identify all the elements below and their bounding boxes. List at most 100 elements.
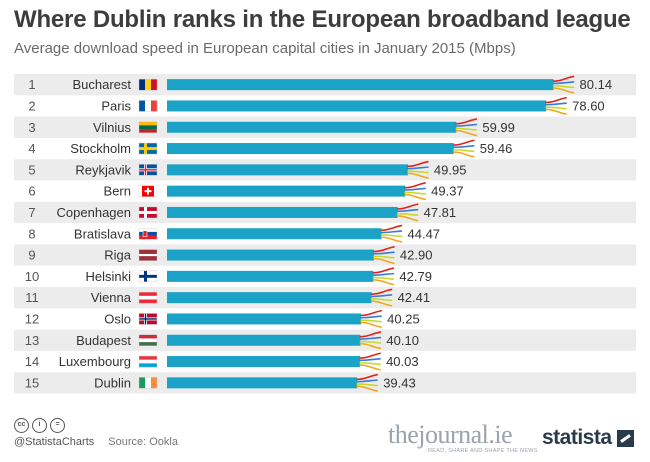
rank-label: 9 bbox=[28, 248, 35, 263]
bar bbox=[167, 270, 374, 282]
category-label: Vilnius bbox=[93, 120, 132, 135]
cable-wire bbox=[370, 298, 393, 302]
bar bbox=[167, 143, 454, 155]
rank-label: 1 bbox=[28, 77, 35, 92]
cable-wire bbox=[396, 203, 419, 210]
statista-handle: @StatistaCharts bbox=[14, 436, 95, 448]
cable-wire bbox=[359, 361, 381, 366]
cable-wire bbox=[373, 255, 395, 259]
cable-wire bbox=[380, 236, 403, 243]
cable-wire bbox=[453, 151, 475, 158]
footer-credits: cc i = @StatistaCharts Source: Ookla bbox=[14, 418, 178, 448]
bar bbox=[167, 121, 457, 133]
cable-wire bbox=[360, 321, 382, 328]
value-label: 39.43 bbox=[383, 375, 416, 390]
rank-label: 11 bbox=[25, 290, 39, 305]
rank-label: 8 bbox=[28, 226, 35, 241]
bar bbox=[167, 334, 361, 346]
value-label: 42.90 bbox=[400, 248, 433, 263]
cable-wire bbox=[370, 300, 393, 307]
cable-wire bbox=[407, 160, 429, 168]
cable-wire bbox=[360, 319, 382, 323]
cable-wire bbox=[407, 166, 429, 170]
cable-wire bbox=[360, 309, 382, 317]
statista-logo: statista bbox=[542, 426, 634, 450]
value-label: 59.99 bbox=[482, 120, 515, 135]
category-label: Oslo bbox=[104, 311, 131, 326]
cable-wire bbox=[545, 102, 567, 106]
flag-icon-14 bbox=[138, 377, 158, 389]
category-label: Dublin bbox=[94, 375, 131, 390]
cable-wire bbox=[404, 193, 426, 201]
cable-wire bbox=[545, 108, 567, 115]
category-label: Stockholm bbox=[70, 141, 131, 156]
category-label: Bern bbox=[104, 184, 131, 199]
cable-wire bbox=[370, 294, 393, 298]
cable-wire bbox=[407, 170, 429, 174]
cable-wire bbox=[545, 106, 567, 110]
category-label: Copenhagen bbox=[57, 205, 131, 220]
category-label: Paris bbox=[101, 98, 131, 113]
category-label: Reykjavik bbox=[75, 162, 131, 177]
category-label: Budapest bbox=[76, 333, 131, 348]
attribution-icon: i bbox=[32, 418, 47, 433]
cable-wire bbox=[373, 251, 395, 255]
flag-icon-10 bbox=[138, 291, 158, 304]
bar bbox=[167, 313, 362, 325]
flag-icon-3 bbox=[138, 142, 158, 155]
flag-icon-11 bbox=[138, 313, 158, 325]
flag-icon-8 bbox=[138, 249, 158, 261]
category-label: Luxembourg bbox=[59, 354, 131, 369]
rank-label: 6 bbox=[28, 184, 35, 199]
rank-label: 2 bbox=[28, 98, 35, 113]
cable-wire bbox=[360, 315, 382, 319]
cable-wire bbox=[356, 373, 378, 381]
value-label: 59.46 bbox=[480, 141, 513, 156]
cable-wire bbox=[359, 342, 382, 350]
cable-wire bbox=[552, 87, 575, 94]
cable-wire bbox=[356, 379, 378, 383]
flag-icon-7 bbox=[138, 228, 158, 240]
rank-label: 3 bbox=[28, 120, 35, 135]
cable-wire bbox=[453, 148, 475, 153]
rank-label: 14 bbox=[25, 354, 39, 369]
cable-wire bbox=[370, 288, 393, 295]
category-label: Bratislava bbox=[74, 226, 132, 241]
flag-icon-9 bbox=[138, 270, 158, 283]
chart-title: Where Dublin ranks in the European broad… bbox=[14, 6, 631, 33]
cable-wire bbox=[359, 358, 381, 362]
bar bbox=[167, 356, 361, 368]
cable-wire bbox=[404, 182, 426, 189]
cable-wire bbox=[453, 139, 475, 146]
no-derivatives-icon: = bbox=[50, 418, 65, 433]
cable-wire bbox=[404, 191, 426, 195]
value-label: 44.47 bbox=[408, 226, 441, 241]
cable-wire bbox=[545, 96, 567, 104]
value-label: 47.81 bbox=[424, 205, 457, 220]
category-label: Vienna bbox=[91, 290, 132, 305]
cable-wire bbox=[552, 81, 575, 85]
rank-label: 12 bbox=[25, 311, 39, 326]
bar bbox=[167, 79, 554, 91]
cable-wire bbox=[373, 246, 395, 253]
bar bbox=[167, 206, 398, 218]
cable-wire bbox=[455, 118, 478, 125]
cable-wire bbox=[359, 336, 382, 340]
thejournal-logo: thejournal.ie READ, SHARE AND SHAPE THE … bbox=[388, 422, 538, 455]
creative-commons-icon: cc bbox=[14, 418, 29, 433]
rank-label: 10 bbox=[25, 269, 39, 284]
cable-wire bbox=[396, 215, 419, 222]
bar-chart: 1 Bucharest 80.14 2 Paris 78.60 3 Vilnius 59.99 4… bbox=[14, 74, 636, 394]
bar bbox=[167, 164, 408, 176]
cable-wire bbox=[380, 234, 403, 238]
chart-subtitle: Average download speed in European capit… bbox=[14, 40, 516, 57]
cable-wire bbox=[380, 224, 403, 232]
thejournal-tagline: READ, SHARE AND SHAPE THE NEWS bbox=[428, 448, 538, 454]
bar bbox=[167, 249, 374, 261]
cable-wire bbox=[455, 129, 478, 137]
flag-icon-4 bbox=[138, 164, 158, 176]
rank-label: 13 bbox=[25, 333, 39, 348]
cable-wire bbox=[359, 364, 381, 371]
value-label: 42.79 bbox=[399, 269, 432, 284]
bar bbox=[167, 228, 382, 240]
